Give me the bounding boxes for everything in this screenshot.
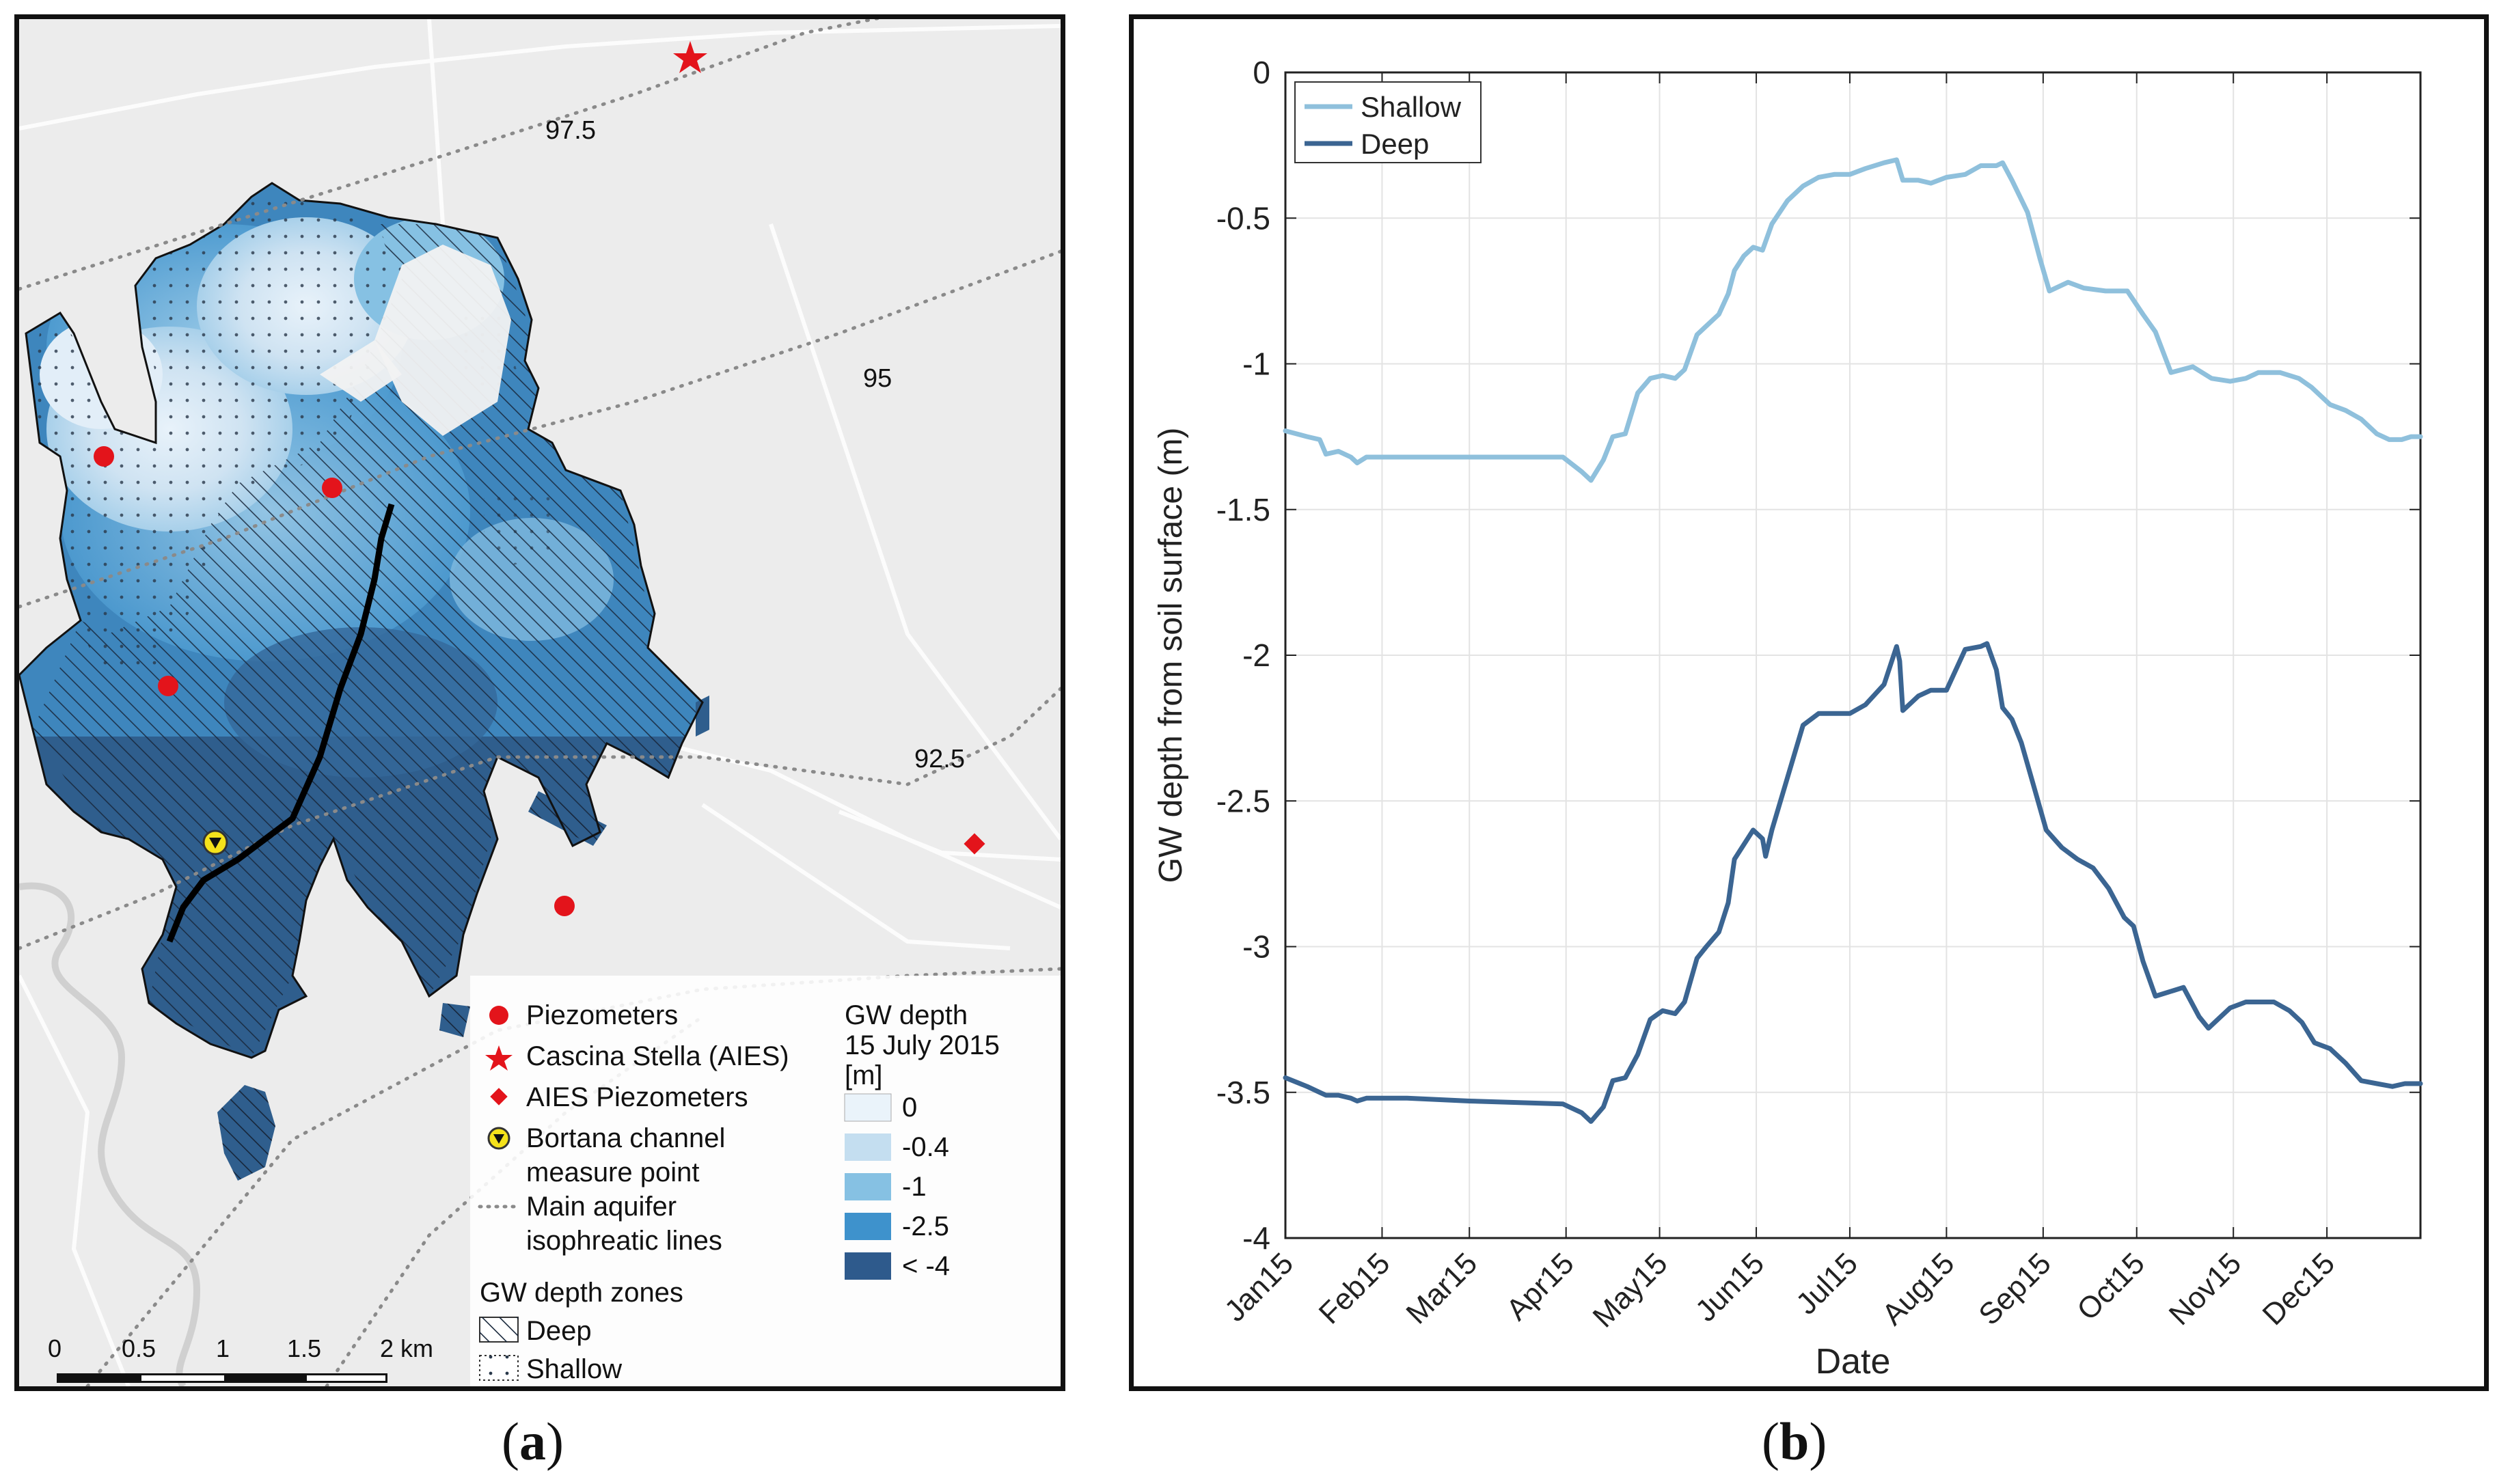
y-tick-label: -2.5 xyxy=(1216,783,1270,819)
caption-b: (b) xyxy=(1762,1412,1827,1471)
hatch-icon xyxy=(479,1317,519,1343)
x-tick-label: Sep15 xyxy=(1972,1246,2058,1332)
map-panel: 97.5 95 92.5 xyxy=(14,14,1065,1391)
legend-label: Main aquifer xyxy=(526,1192,677,1222)
x-tick-label: Aug15 xyxy=(1876,1246,1961,1332)
x-tick-label: Apr15 xyxy=(1500,1246,1581,1327)
background-roads xyxy=(19,19,1061,1386)
depth-swatch-3 xyxy=(845,1213,891,1240)
legend-zones-title: GW depth zones xyxy=(480,1278,683,1308)
legend-label: measure point xyxy=(526,1157,700,1187)
y-tick-label: 0 xyxy=(1253,55,1270,90)
scale-label: 2 km xyxy=(380,1334,434,1362)
y-tick-label: -3 xyxy=(1242,929,1270,965)
y-tick-label: -0.5 xyxy=(1216,200,1270,236)
piezometer-marker xyxy=(322,478,342,498)
small-parcels xyxy=(217,696,709,1181)
depth-swatch-4 xyxy=(845,1252,891,1280)
x-tick-label: Oct15 xyxy=(2071,1246,2151,1327)
legend-box xyxy=(1294,81,1482,163)
legend-label: Deep xyxy=(526,1316,592,1346)
y-tick-label: -1 xyxy=(1242,346,1270,382)
x-axis-title: Date xyxy=(1816,1342,1891,1382)
series-lines xyxy=(1283,157,2423,1124)
legend-label: isophreatic lines xyxy=(526,1226,722,1256)
red-star-icon xyxy=(485,1045,513,1071)
caption-a: (a) xyxy=(502,1412,564,1471)
legend-depth-class: -0.4 xyxy=(902,1132,949,1162)
series-line-shallow xyxy=(1283,157,2423,483)
y-axis-title: GW depth from soil surface (m) xyxy=(1153,428,1189,883)
x-tick-label: May15 xyxy=(1587,1246,1674,1334)
depth-swatch-0 xyxy=(844,1093,892,1122)
legend-label: AIES Piezometers xyxy=(526,1082,748,1112)
chart-panel: 0 -0.5 -1 -1.5 -2 -2.5 -3 -3.5 -4 Jan15 Feb15 Mar15… xyxy=(1129,14,2489,1391)
legend-depth-unit: [m] xyxy=(845,1060,883,1090)
piezometer-marker xyxy=(554,896,575,916)
depth-swatch-2 xyxy=(845,1173,891,1200)
legend-label: Shallow xyxy=(526,1354,623,1384)
cascina-stella-star-marker xyxy=(673,41,707,73)
scale-label: 0 xyxy=(48,1334,62,1362)
y-tick-label: -4 xyxy=(1242,1220,1270,1256)
bortana-channel xyxy=(166,503,395,943)
red-diamond-icon xyxy=(490,1088,508,1105)
x-tick-label: Mar15 xyxy=(1400,1246,1484,1330)
x-tick-label: Jan15 xyxy=(1218,1246,1300,1328)
contour-label: 92.5 xyxy=(914,745,965,773)
x-tick-label: Dec15 xyxy=(2256,1246,2342,1332)
x-tick-label: Jun15 xyxy=(1689,1246,1771,1328)
legend-depth-class: -2.5 xyxy=(902,1211,949,1241)
legend-depth-class: 0 xyxy=(902,1093,918,1123)
legend-entry: Shallow xyxy=(1361,91,1462,123)
x-tick-label: Nov15 xyxy=(2163,1246,2248,1332)
legend-symbols xyxy=(478,1006,892,1381)
scale-bar-frame xyxy=(57,1373,387,1383)
depth-swatch-1 xyxy=(845,1133,891,1161)
piezometer-marker xyxy=(94,446,114,467)
y-tick-label: -1.5 xyxy=(1216,492,1270,527)
contour-label: 95 xyxy=(863,364,892,393)
legend-label: Cascina Stella (AIES) xyxy=(526,1041,789,1071)
piezometer-marker xyxy=(158,676,178,696)
scale-bar-segment xyxy=(59,1375,141,1381)
river xyxy=(19,882,201,1386)
scale-label: 0.5 xyxy=(122,1334,156,1362)
x-tick-label: Jul15 xyxy=(1790,1246,1864,1321)
zone-outline xyxy=(19,182,704,1059)
y-tick-label: -3.5 xyxy=(1216,1075,1270,1110)
piezometer-markers xyxy=(94,446,575,916)
yellow-marker-icon xyxy=(487,1127,510,1150)
scale-bar-segment xyxy=(224,1375,307,1381)
dots-icon xyxy=(479,1355,519,1381)
y-tick-label: -2 xyxy=(1242,637,1270,673)
x-tick-label: Feb15 xyxy=(1313,1246,1397,1330)
grid xyxy=(1285,72,2420,1239)
scale-label: 1 xyxy=(216,1334,230,1362)
aies-piezometer-marker xyxy=(964,833,985,855)
legend-depth-class: -1 xyxy=(902,1172,927,1202)
scale-label: 1.5 xyxy=(287,1334,322,1362)
legend-label: Piezometers xyxy=(526,1000,679,1030)
map-legend: Piezometers Cascina Stella (AIES) AIES P… xyxy=(470,976,1061,1386)
contour-label: 97.5 xyxy=(545,116,596,145)
series-line-deep xyxy=(1283,641,2423,1124)
legend-entry: Deep xyxy=(1361,128,1429,160)
legend-label: Bortana channel xyxy=(526,1123,726,1153)
legend-depth-date: 15 July 2015 xyxy=(845,1030,1000,1060)
bortana-measure-point-marker xyxy=(202,829,228,855)
legend-depth-title: GW depth xyxy=(845,1000,968,1030)
chart-legend: Shallow Deep xyxy=(1294,81,1482,163)
legend-depth-class: < -4 xyxy=(902,1251,951,1281)
red-dot-icon xyxy=(489,1006,508,1025)
